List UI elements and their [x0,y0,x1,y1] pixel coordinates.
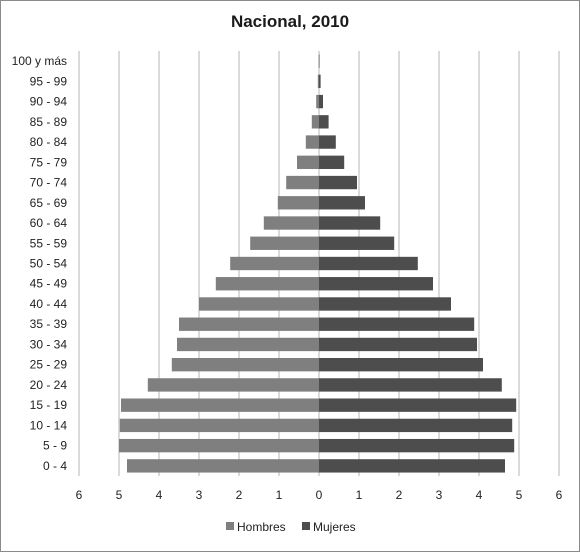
bar-mujeres [319,115,329,129]
bar-hombres [230,256,319,271]
bar-hombres [316,94,319,109]
y-tick-label: 75 - 79 [30,155,68,169]
bar-mujeres [319,277,433,291]
bar-mujeres [319,418,513,433]
bar-mujeres [319,236,395,250]
x-tick-label: 1 [356,488,363,502]
bar-mujeres [319,256,418,271]
y-tick-label: 20 - 24 [30,378,68,392]
y-tick-label: 15 - 19 [30,398,68,412]
x-tick-label: 3 [436,488,443,502]
x-tick-label: 2 [236,488,243,502]
bar-mujeres [319,378,502,392]
bar-mujeres [319,438,515,453]
bar-mujeres [319,196,365,210]
bar-hombres [277,196,319,210]
bar-mujeres [319,135,336,149]
bar-hombres [297,155,319,169]
bar-hombres [127,459,319,473]
bar-hombres [177,337,319,352]
bar-hombres [147,378,319,392]
x-tick-label: 6 [76,488,83,502]
bar-mujeres [319,74,321,89]
y-tick-label: 25 - 29 [30,358,68,372]
bar-mujeres [319,358,483,372]
bar-hombres [179,317,319,331]
x-tick-label: 5 [116,488,123,502]
bar-mujeres [319,459,505,473]
y-tick-label: 45 - 49 [30,277,68,291]
legend-label: Hombres [237,520,286,534]
bar-mujeres [319,175,357,190]
x-tick-label: 5 [516,488,523,502]
bar-hombres [263,216,319,230]
bar-mujeres [319,297,451,311]
bar-hombres [305,135,319,149]
bar-hombres [286,175,319,190]
y-tick-label: 50 - 54 [30,257,68,271]
y-tick-label: 10 - 14 [30,418,68,432]
y-tick-label: 35 - 39 [30,317,68,331]
y-tick-label: 70 - 74 [30,176,68,190]
legend-swatch [302,522,310,530]
bar-mujeres [319,216,381,230]
bar-hombres [250,236,319,250]
bar-hombres [119,418,319,433]
bar-mujeres [319,54,320,68]
y-axis-labels: 0 - 4 5 - 9 10 - 14 15 - 19 20 - 24 25 - 29 30… [12,54,68,473]
legend: Hombres Mujeres [226,520,356,534]
y-tick-label: 90 - 94 [30,95,68,109]
legend-label: Mujeres [313,520,356,534]
y-tick-label: 60 - 64 [30,216,68,230]
x-tick-label: 6 [556,488,563,502]
bar-hombres [317,74,319,89]
y-tick-label: 95 - 99 [30,74,68,88]
bar-hombres [119,438,319,453]
bar-mujeres [319,337,477,352]
y-tick-label: 40 - 44 [30,297,68,311]
bar-hombres [318,54,320,68]
x-tick-label: 4 [476,488,483,502]
y-tick-label: 85 - 89 [30,115,68,129]
bar-mujeres [319,317,475,331]
bar-mujeres [319,155,345,169]
bar-mujeres [319,398,517,412]
legend-swatch [226,522,234,530]
bar-mujeres [319,94,323,109]
bars [119,54,517,473]
y-tick-label: 30 - 34 [30,337,68,351]
y-tick-label: 55 - 59 [30,236,68,250]
x-axis-ticks: 6 5 4 3 2 1 0 1 2 3 4 5 6 [76,488,563,502]
bar-hombres [199,297,319,311]
y-tick-label: 65 - 69 [30,196,68,210]
y-tick-label: 100 y más [12,54,67,68]
bar-hombres [311,115,319,129]
bar-hombres [215,277,319,291]
x-tick-label: 4 [156,488,163,502]
x-tick-label: 1 [276,488,283,502]
x-tick-label: 2 [396,488,403,502]
y-tick-label: 5 - 9 [43,439,67,453]
y-tick-label: 0 - 4 [43,459,67,473]
x-tick-label: 0 [316,488,323,502]
bar-hombres [121,398,319,412]
y-tick-label: 80 - 84 [30,135,68,149]
chart-title: Nacional, 2010 [231,12,349,31]
x-tick-label: 3 [196,488,203,502]
bar-hombres [171,358,319,372]
